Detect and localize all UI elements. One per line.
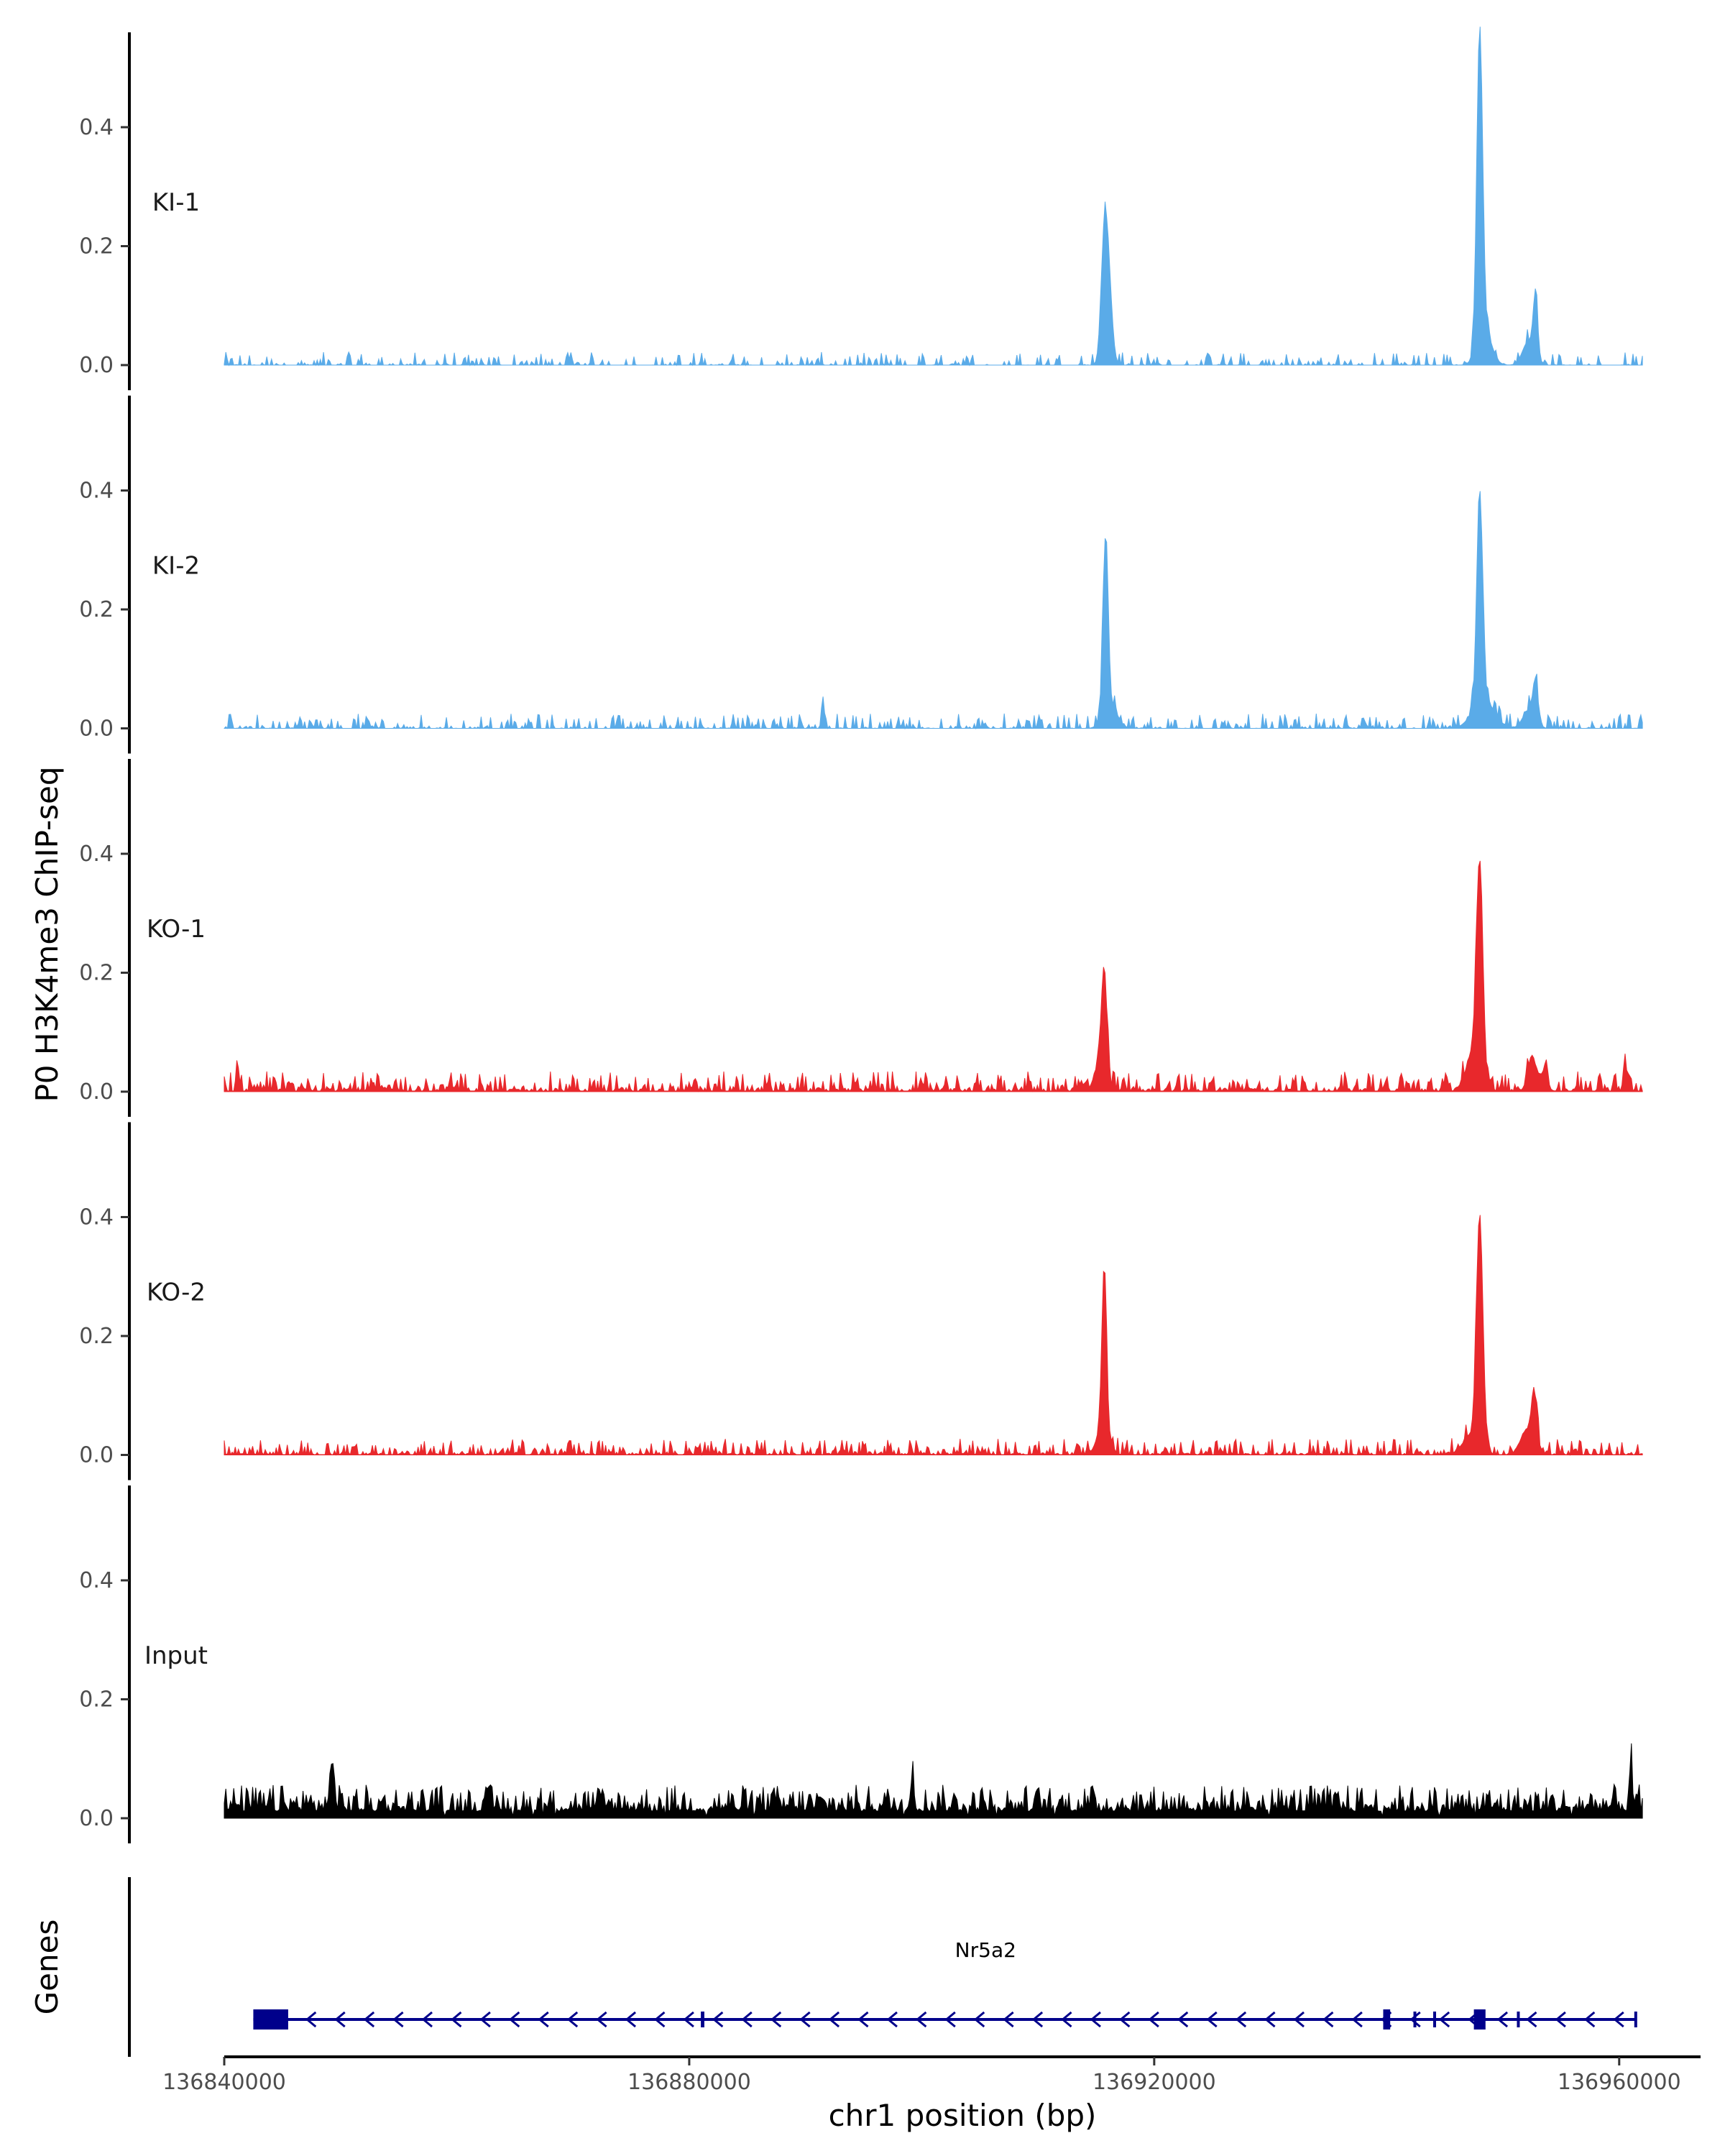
gene-model xyxy=(253,2009,1637,2030)
strand-arrow xyxy=(973,2011,985,2028)
track-label: KO-2 xyxy=(147,1279,206,1307)
strand-arrow xyxy=(421,2011,433,2028)
y-tick-label: 0.2 xyxy=(79,234,114,259)
gene-exon xyxy=(1517,2012,1520,2027)
gene-exon xyxy=(1383,2009,1391,2030)
strand-arrow xyxy=(1293,2011,1305,2028)
track-ko-2: 0.0 0.2 0.4 KO-2 xyxy=(79,1122,1643,1480)
y-tick-label: 0.4 xyxy=(79,1205,114,1230)
x-tick-label: 136960000 xyxy=(1558,2070,1681,2095)
strand-arrow xyxy=(1206,2011,1218,2028)
y-tick-label: 0.4 xyxy=(79,842,114,867)
track-label: KI-1 xyxy=(152,188,200,217)
strand-arrow xyxy=(305,2011,317,2028)
strand-arrow xyxy=(654,2011,666,2028)
gene-exon xyxy=(253,2009,288,2030)
genes-panel: Genes Nr5a2 xyxy=(29,1877,1637,2057)
strand-arrow xyxy=(1119,2011,1131,2028)
x-axis: 136840000 136880000 136920000 136960000 chr… xyxy=(162,2055,1701,2133)
gene-name-label: Nr5a2 xyxy=(955,1938,1016,1962)
y-tick-label: 0.0 xyxy=(79,1806,114,1831)
strand-arrow xyxy=(1177,2011,1189,2028)
strand-arrow xyxy=(683,2011,694,2028)
genes-track-label: Genes xyxy=(29,1920,65,2015)
strand-arrow xyxy=(857,2011,869,2028)
track-label: Input xyxy=(144,1641,208,1670)
coverage-area xyxy=(224,1743,1643,1819)
strand-arrow xyxy=(1526,2011,1537,2028)
strand-arrow xyxy=(799,2011,811,2028)
track-ko-1: 0.0 0.2 0.4 KO-1 xyxy=(79,759,1643,1117)
x-tick-label: 136880000 xyxy=(627,2070,751,2095)
y-tick-label: 0.0 xyxy=(79,717,114,742)
y-tick-label: 0.4 xyxy=(79,1568,114,1593)
y-tick-label: 0.2 xyxy=(79,1687,114,1713)
strand-arrow xyxy=(538,2011,549,2028)
strand-arrow xyxy=(596,2011,607,2028)
strand-arrow xyxy=(1351,2011,1363,2028)
strand-arrow xyxy=(1438,2011,1450,2028)
strand-arrow xyxy=(1584,2011,1596,2028)
x-axis-ticks: 136840000 136880000 136920000 136960000 xyxy=(162,2057,1681,2095)
x-axis-title: chr1 position (bp) xyxy=(829,2098,1097,2133)
strand-arrow xyxy=(770,2011,782,2028)
strand-arrow xyxy=(741,2011,753,2028)
strand-arrow xyxy=(916,2011,927,2028)
strand-arrow xyxy=(1090,2011,1101,2028)
gene-exon xyxy=(1433,2012,1437,2027)
strand-arrow xyxy=(508,2011,520,2028)
strand-arrow xyxy=(451,2011,462,2028)
track-label: KI-2 xyxy=(152,552,200,581)
gene-exon xyxy=(1413,2012,1417,2027)
coverage-area xyxy=(224,491,1643,730)
strand-arrow xyxy=(479,2011,491,2028)
strand-arrow xyxy=(1613,2011,1624,2028)
strand-arrow xyxy=(886,2011,898,2028)
track-label: KO-1 xyxy=(147,915,206,944)
strand-arrow xyxy=(712,2011,724,2028)
y-tick-label: 0.0 xyxy=(79,1443,114,1468)
strand-arrow xyxy=(1555,2011,1566,2028)
track-input: 0.0 0.2 0.4 Input xyxy=(79,1485,1643,1843)
strand-arrow xyxy=(1264,2011,1276,2028)
strand-arrow xyxy=(1031,2011,1044,2028)
strand-arrow xyxy=(334,2011,346,2028)
strand-arrow xyxy=(1409,2011,1421,2028)
track-ki-2: 0.0 0.2 0.4 KI-2 xyxy=(79,395,1643,754)
strand-arrow xyxy=(566,2011,579,2028)
coverage-area xyxy=(224,1215,1643,1456)
strand-arrow xyxy=(1235,2011,1247,2028)
strand-arrow xyxy=(1496,2011,1509,2028)
gene-exon xyxy=(701,2012,704,2027)
strand-arrow xyxy=(1322,2011,1334,2028)
y-tick-label: 0.4 xyxy=(79,115,114,140)
gene-exon xyxy=(1473,2009,1486,2030)
y-tick-label: 0.0 xyxy=(79,353,114,378)
track-ki-1: 0.0 0.2 0.4 KI-1 xyxy=(79,27,1643,390)
y-tick-label: 0.0 xyxy=(79,1079,114,1105)
coverage-area xyxy=(224,27,1643,367)
strand-arrow xyxy=(363,2011,375,2028)
strand-arrow xyxy=(1003,2011,1014,2028)
strand-arrow xyxy=(944,2011,956,2028)
strand-arrow xyxy=(1061,2011,1072,2028)
coverage-area xyxy=(224,860,1643,1092)
strand-arrow xyxy=(828,2011,840,2028)
y-tick-label: 0.2 xyxy=(79,597,114,622)
gene-exon xyxy=(1634,2012,1637,2027)
tracks-layer: 0.00.20.4KI-10.00.20.4KI-20.00.20.4KO-10… xyxy=(79,27,1643,1843)
x-tick-label: 136920000 xyxy=(1092,2070,1216,2095)
x-tick-label: 136840000 xyxy=(162,2070,286,2095)
strand-arrow xyxy=(1148,2011,1159,2028)
strand-arrow xyxy=(625,2011,637,2028)
y-tick-label: 0.2 xyxy=(79,1324,114,1349)
y-axis-title: P0 H3K4me3 ChIP-seq xyxy=(29,766,65,1102)
strand-arrow xyxy=(392,2011,404,2028)
y-tick-label: 0.4 xyxy=(79,479,114,504)
y-tick-label: 0.2 xyxy=(79,961,114,986)
